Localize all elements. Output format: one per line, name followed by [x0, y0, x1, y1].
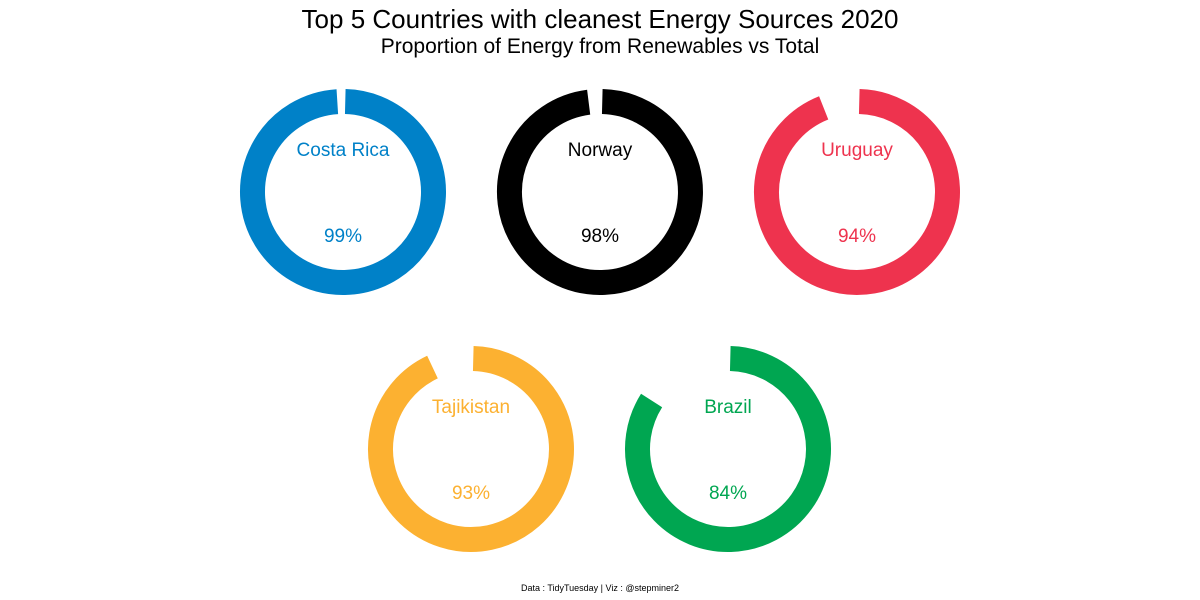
donut-ring-tajikistan	[368, 346, 574, 552]
donut-label-norway: Norway	[568, 140, 633, 161]
donut-label-brazil: Brazil	[704, 397, 752, 418]
chart-subtitle: Proportion of Energy from Renewables vs …	[380, 35, 820, 58]
donut-value-norway: 98%	[581, 226, 619, 247]
chart-title: Top 5 Countries with cleanest Energy Sou…	[301, 4, 899, 34]
donut-value-uruguay: 94%	[838, 226, 876, 247]
donut-value-costa-rica: 99%	[324, 226, 362, 247]
data-source-caption: Data : TidyTuesday | Viz : @stepminer2	[520, 583, 680, 593]
donut-ring-brazil	[625, 346, 831, 552]
donut-label-costa-rica: Costa Rica	[297, 140, 390, 161]
donut-label-uruguay: Uruguay	[821, 140, 893, 161]
donut-label-tajikistan: Tajikistan	[432, 397, 510, 418]
donut-value-tajikistan: 93%	[452, 483, 490, 504]
donut-ring-uruguay	[754, 89, 960, 295]
donut-value-brazil: 84%	[709, 483, 747, 504]
donut-ring-norway	[496, 89, 703, 295]
donut-ring-costa-rica	[240, 89, 446, 295]
